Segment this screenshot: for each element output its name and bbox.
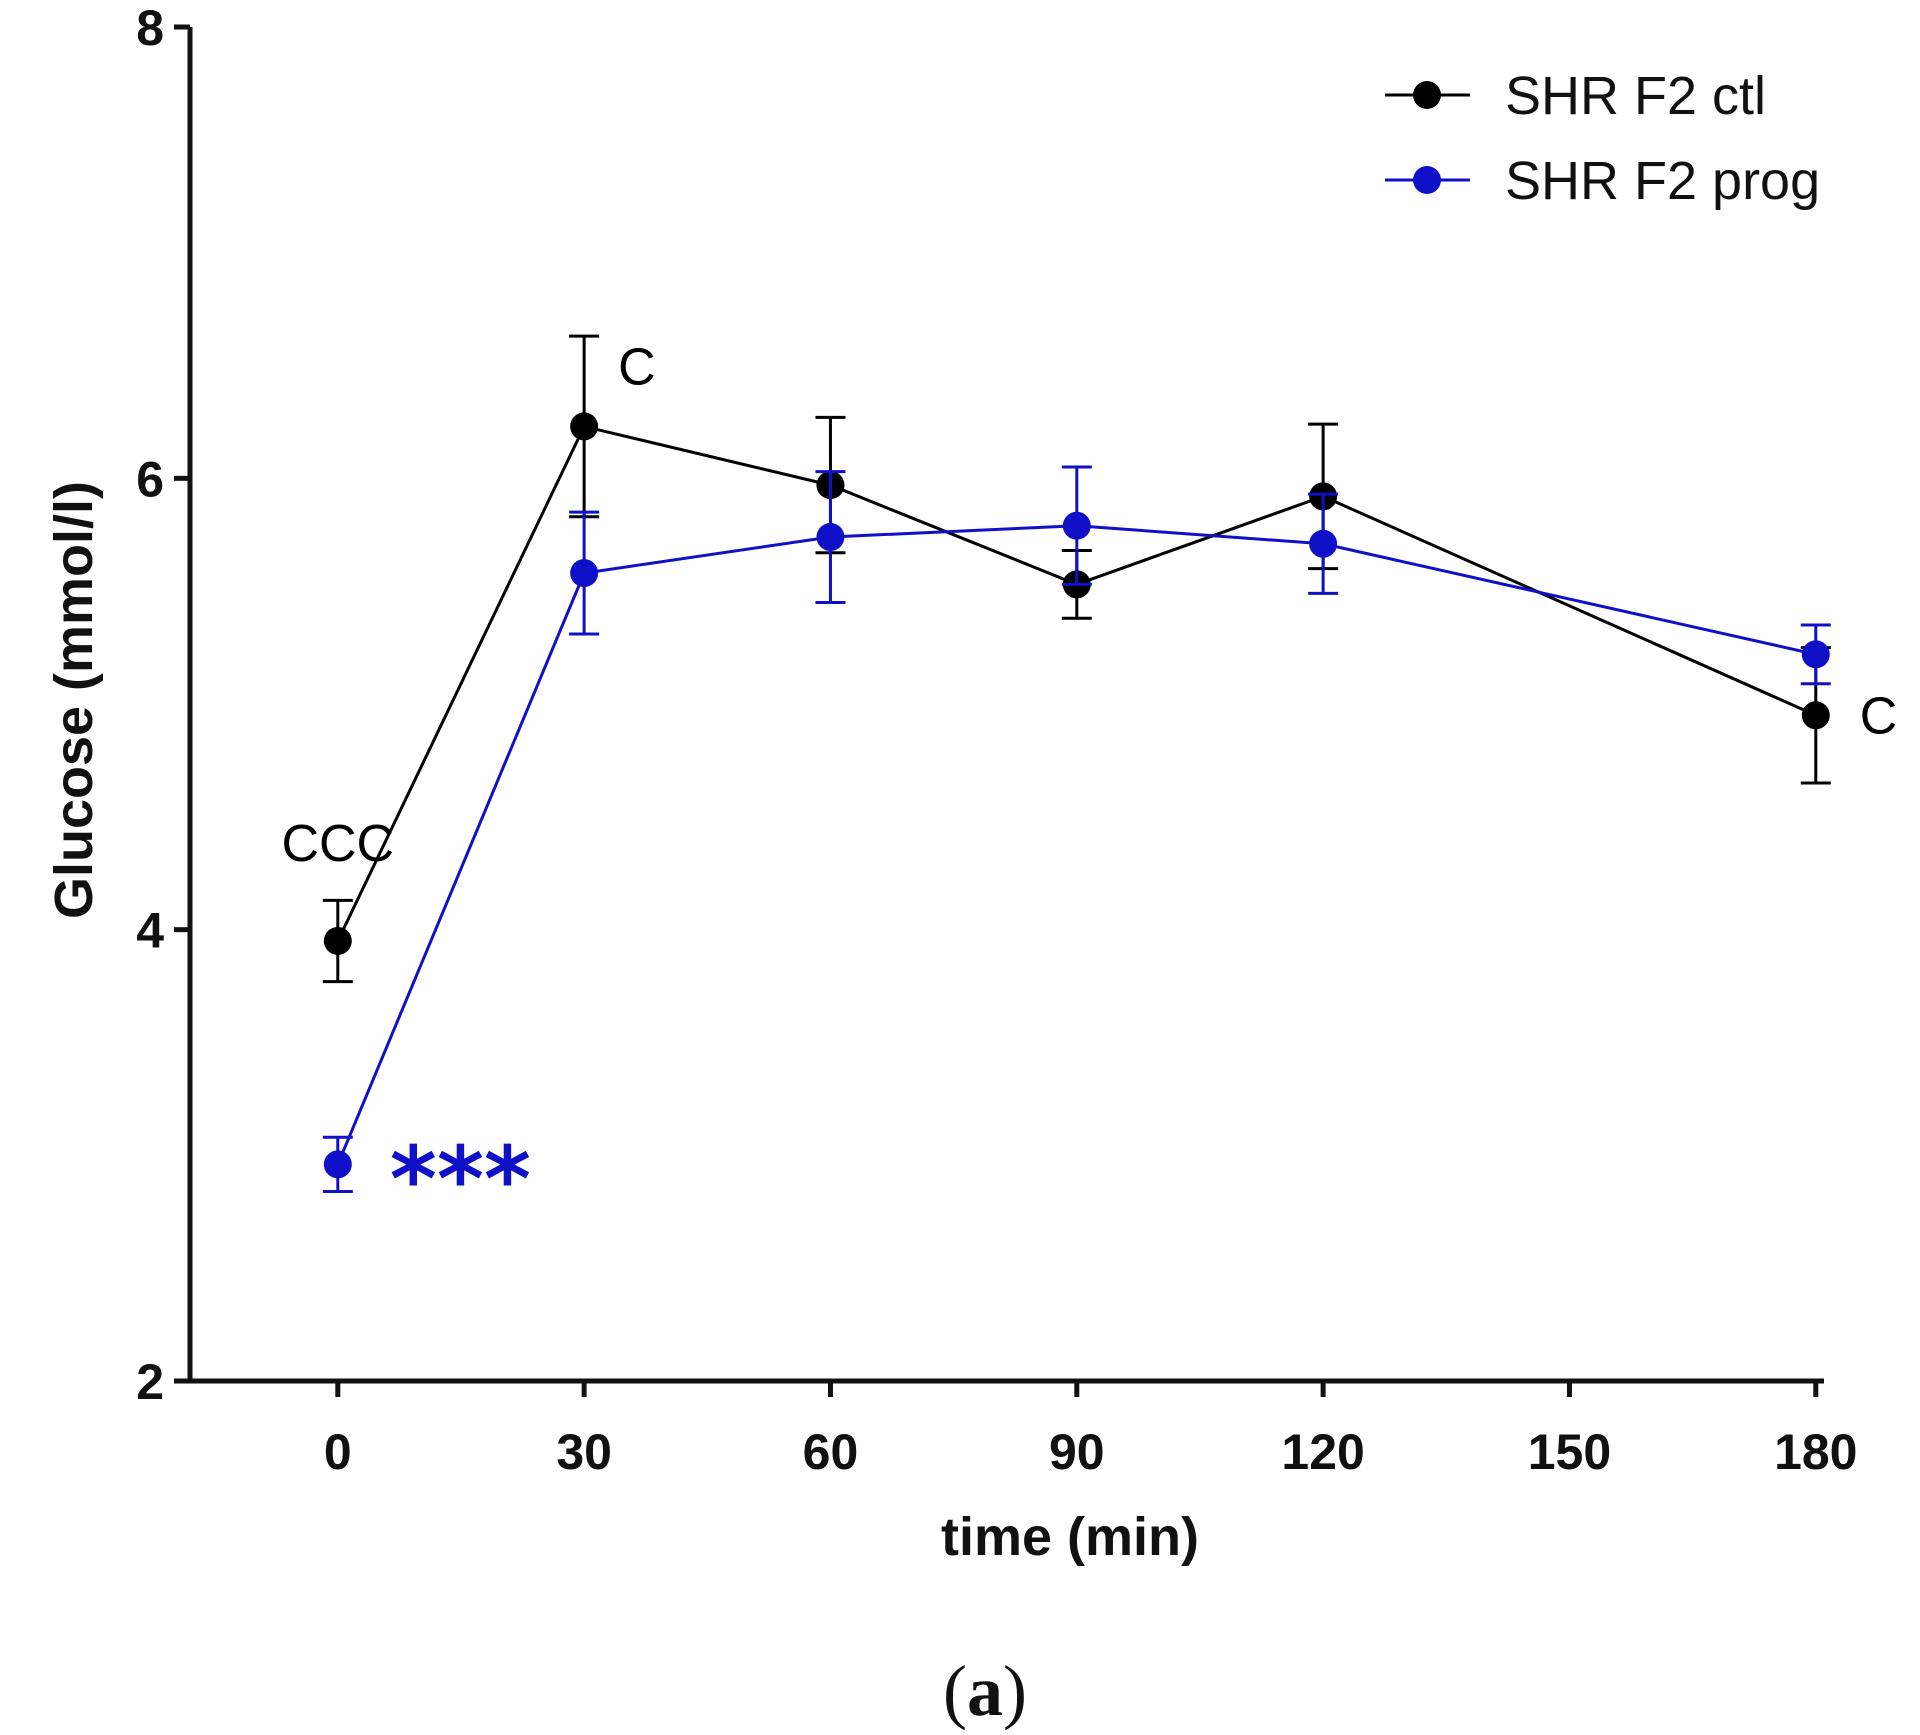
caption-open-paren: ( — [943, 1651, 967, 1731]
axes — [187, 27, 1824, 1384]
annotation-label: C — [1860, 687, 1898, 745]
data-point — [1309, 529, 1338, 558]
legend-swatch-marker — [1413, 81, 1441, 109]
legend: SHR F2 ctl SHR F2 prog — [1385, 66, 1820, 211]
x-tick-label: 150 — [1528, 1424, 1611, 1480]
x-ticks: 0 30 60 90 120 150 180 — [324, 1381, 1858, 1480]
x-tick-label: 90 — [1049, 1424, 1105, 1480]
caption-letter: a — [967, 1651, 1003, 1731]
legend-label: SHR F2 ctl — [1505, 66, 1766, 126]
x-axis-title: time (min) — [941, 1507, 1199, 1567]
data-point — [570, 412, 599, 441]
y-tick-label: 2 — [136, 1354, 164, 1410]
x-tick-label: 120 — [1281, 1424, 1364, 1480]
legend-item: SHR F2 ctl — [1385, 66, 1766, 126]
annotation-label: *** — [390, 1127, 531, 1232]
figure-caption: (a) — [943, 1651, 1027, 1731]
x-tick-label: 30 — [556, 1424, 612, 1480]
series-line — [336, 524, 1817, 1165]
data-point — [1062, 511, 1091, 540]
data-point — [323, 926, 352, 955]
x-tick-label: 180 — [1774, 1424, 1857, 1480]
series-line — [336, 424, 1817, 942]
x-tick-label: 0 — [324, 1424, 352, 1480]
data-point — [323, 1150, 352, 1179]
series-layer — [322, 334, 1831, 1193]
y-axis-title: Glucose (mmol/l) — [44, 481, 104, 919]
annotation-label: CCC — [281, 815, 394, 873]
legend-label: SHR F2 prog — [1505, 151, 1820, 211]
data-point — [816, 523, 845, 552]
series-shr-f2-prog — [322, 465, 1831, 1193]
y-ticks: 2 4 6 8 — [136, 0, 190, 1410]
y-tick-label: 6 — [136, 451, 164, 507]
legend-swatch-marker — [1413, 166, 1441, 194]
y-tick-label: 8 — [136, 0, 164, 56]
annotation-label: C — [618, 338, 656, 396]
x-tick-label: 60 — [803, 1424, 859, 1480]
y-tick-label: 4 — [136, 903, 164, 959]
caption-close-paren: ) — [1003, 1651, 1027, 1731]
data-point — [1801, 640, 1830, 669]
data-point — [1801, 701, 1830, 730]
legend-item: SHR F2 prog — [1385, 151, 1820, 211]
data-point — [570, 559, 599, 588]
